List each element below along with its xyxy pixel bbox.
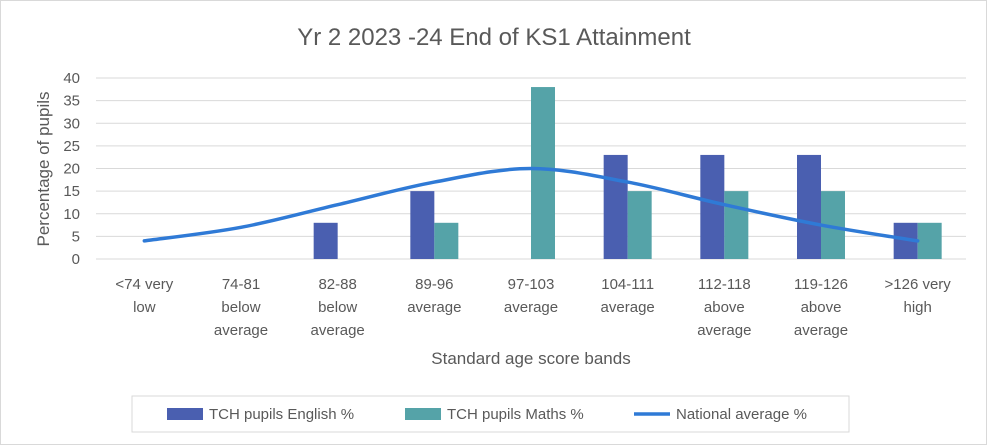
- x-tick-line: average: [407, 299, 461, 316]
- y-tick-label: 10: [63, 206, 80, 223]
- legend: TCH pupils English % TCH pupils Maths % Na…: [132, 396, 849, 432]
- x-tick-line: 104-111: [601, 276, 654, 293]
- x-tick-line: below: [318, 299, 357, 316]
- bar-english: [700, 155, 724, 259]
- x-tick-label: 112-118 above average: [697, 276, 751, 339]
- x-tick-line: average: [311, 322, 365, 339]
- legend-label: National average %: [676, 406, 807, 423]
- y-tick-label: 15: [63, 183, 80, 200]
- x-tick-label: 82-88 below average: [311, 276, 365, 339]
- x-tick-line: 82-88: [318, 276, 356, 293]
- legend-swatch: [405, 408, 441, 420]
- y-axis-title: Percentage of pupils: [34, 92, 53, 247]
- x-tick-line: average: [794, 322, 848, 339]
- x-tick-label: 89-96 average: [407, 276, 461, 316]
- x-tick-line: high: [903, 299, 931, 316]
- x-tick-line: 89-96: [415, 276, 453, 293]
- x-tick-line: average: [504, 299, 558, 316]
- x-tick-label: >126 very high: [885, 276, 952, 316]
- y-axis-ticks: 0 5 10 15 20 25 30 35 40: [63, 70, 80, 268]
- x-tick-line: average: [601, 299, 655, 316]
- x-tick-label: <74 very low: [115, 276, 173, 316]
- bar-english: [797, 155, 821, 259]
- bar-maths: [628, 191, 652, 259]
- x-axis-title: Standard age score bands: [431, 349, 630, 368]
- x-tick-line: >126 very: [885, 276, 952, 293]
- bar-english: [314, 223, 338, 259]
- x-tick-label: 104-111 average: [601, 276, 655, 316]
- x-tick-label: 74-81 below average: [214, 276, 268, 339]
- x-tick-line: above: [801, 299, 842, 316]
- bar-maths: [434, 223, 458, 259]
- legend-swatch: [167, 408, 203, 420]
- legend-label: TCH pupils Maths %: [447, 406, 584, 423]
- x-tick-line: <74 very: [115, 276, 173, 293]
- x-tick-line: below: [221, 299, 260, 316]
- y-tick-label: 40: [63, 70, 80, 87]
- legend-label: TCH pupils English %: [209, 406, 354, 423]
- x-tick-line: above: [704, 299, 745, 316]
- y-tick-label: 25: [63, 138, 80, 155]
- bar-maths: [918, 223, 942, 259]
- y-tick-label: 0: [72, 251, 80, 268]
- x-tick-line: 97-103: [508, 276, 555, 293]
- x-tick-line: average: [214, 322, 268, 339]
- y-tick-label: 20: [63, 161, 80, 178]
- y-tick-label: 30: [63, 115, 80, 132]
- x-tick-line: 112-118: [698, 276, 751, 293]
- x-tick-line: low: [133, 299, 156, 316]
- x-tick-line: 119-126: [794, 276, 848, 293]
- chart-title: Yr 2 2023 -24 End of KS1 Attainment: [297, 24, 691, 51]
- x-tick-line: 74-81: [222, 276, 260, 293]
- x-axis-ticks: <74 very low 74-81 below average 82-88 below av…: [115, 276, 951, 339]
- x-tick-label: 119-126 above average: [794, 276, 848, 339]
- bars: [314, 87, 942, 259]
- y-tick-label: 5: [72, 228, 80, 245]
- bar-maths: [531, 87, 555, 259]
- x-tick-line: average: [697, 322, 751, 339]
- bar-maths: [724, 191, 748, 259]
- bar-english: [410, 191, 434, 259]
- x-tick-label: 97-103 average: [504, 276, 558, 316]
- y-tick-label: 35: [63, 93, 80, 110]
- bar-english: [604, 155, 628, 259]
